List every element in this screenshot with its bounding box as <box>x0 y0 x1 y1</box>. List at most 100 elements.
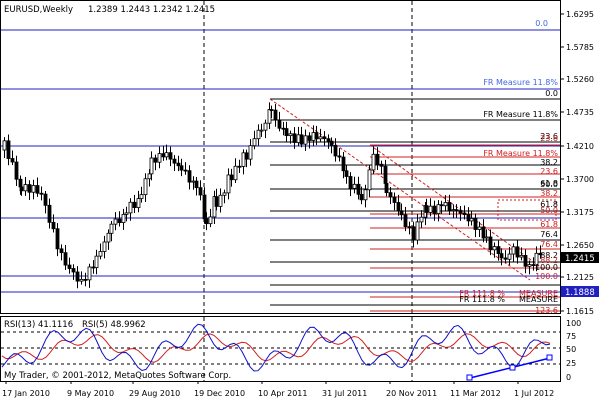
candle-body <box>106 232 111 243</box>
time-tick-label: 9 May 2010 <box>67 389 114 398</box>
candle-body <box>443 202 448 207</box>
copyright-label: My Trader, © 2001-2012, MetaQuotes Softw… <box>4 371 231 381</box>
candle-body <box>94 255 99 268</box>
candle-body <box>375 153 380 165</box>
candle-body <box>538 252 543 256</box>
candle-body <box>439 204 444 207</box>
candle-body <box>87 266 92 281</box>
candle-body <box>149 157 154 175</box>
time-tick-label: 1 Jul 2012 <box>514 389 554 398</box>
candle-body <box>403 214 408 228</box>
rsi-tick-label: 75 <box>566 332 576 341</box>
candle-body <box>284 128 289 137</box>
candle-body <box>256 129 261 140</box>
fib-level-label: FR Measure 11.8% <box>483 78 558 87</box>
candle-body <box>527 264 532 267</box>
candle-body <box>411 226 416 241</box>
candle-body <box>164 152 169 158</box>
price-tick-label: 1.4735 <box>566 108 594 117</box>
fib-level-label: 61.8 <box>540 220 558 229</box>
candle-body <box>176 162 181 167</box>
candle-body <box>436 204 441 214</box>
candle-body <box>172 158 177 164</box>
candle-body <box>384 183 389 194</box>
price-tick-label: 1.3175 <box>566 208 594 217</box>
candle-body <box>132 201 137 208</box>
candle-body <box>252 138 257 147</box>
rsi-tick-label: 50 <box>566 345 576 354</box>
level-price-marker: 1.1888 <box>561 286 599 298</box>
candle-body <box>296 134 301 143</box>
candle-body <box>367 169 372 191</box>
candle-body <box>511 246 516 255</box>
candle-body <box>136 198 141 208</box>
fib-level-label: 0.0 <box>545 89 558 98</box>
candle-body <box>415 221 420 241</box>
candle-body <box>356 183 361 195</box>
time-tick-label: 29 Aug 2010 <box>129 389 180 398</box>
candle-body <box>222 192 227 196</box>
candle-body <box>303 135 308 145</box>
time-tick-label: 11 Mar 2012 <box>450 389 501 398</box>
fib-level-label: 100.0 <box>535 263 558 272</box>
candle-body <box>419 216 424 223</box>
candle-body <box>194 180 199 189</box>
candle-body <box>67 264 72 269</box>
candle-body <box>91 266 96 269</box>
fib-level-label: 123.6 <box>535 306 558 315</box>
candle-body <box>484 236 489 239</box>
candle-body <box>337 155 342 158</box>
candle-body <box>23 184 28 192</box>
candle-body <box>341 156 346 172</box>
candle-body <box>363 189 368 201</box>
rsi-trendline[interactable] <box>466 354 553 381</box>
fib-level-label: FR Measure 11.8% <box>483 149 558 158</box>
rsi-tick-label: 0 <box>566 373 571 382</box>
candle-body <box>451 209 456 212</box>
candle-body <box>27 184 32 193</box>
candle-body <box>292 133 297 143</box>
candle-body <box>352 183 357 189</box>
candle-body <box>143 178 148 196</box>
time-tick-label: 10 Apr 2011 <box>258 389 307 398</box>
price-tick-label: 1.4210 <box>566 142 594 151</box>
candle-body <box>35 185 40 194</box>
candle-body <box>139 194 144 200</box>
fib-level-label: 38.2 <box>540 189 558 198</box>
rsi-pane[interactable] <box>0 316 561 382</box>
price-tick-label: 1.2650 <box>566 241 594 250</box>
candle-body <box>344 170 349 177</box>
candle-body <box>371 153 376 171</box>
measure-box[interactable] <box>497 199 557 221</box>
candle-body <box>523 255 528 267</box>
candle-body <box>473 217 478 230</box>
time-tick-label: 17 Jan 2010 <box>2 389 50 398</box>
candle-body <box>379 163 384 167</box>
price-tick-label: 1.6295 <box>566 10 594 19</box>
candle-body <box>229 174 234 181</box>
price-tick-label: 1.2125 <box>566 273 594 282</box>
candle-body <box>102 241 107 252</box>
candle-body <box>59 248 64 254</box>
fib-level-label: 50.0 <box>540 206 558 215</box>
fib-level-label: 38.2 <box>540 158 558 167</box>
candle-body <box>121 213 126 223</box>
time-tick-label: 20 Nov 2011 <box>386 389 437 398</box>
candle-body <box>496 246 501 254</box>
candle-body <box>492 246 497 251</box>
fib-level-label: 23.6 <box>540 134 558 143</box>
fib-level-label: 88.2 <box>540 256 558 265</box>
candle-body <box>214 196 219 207</box>
candle-body <box>329 140 334 146</box>
rsi-tick-label: 100 <box>566 319 581 328</box>
time-tick-label: 19 Dec 2010 <box>194 389 245 398</box>
price-tick-label: 1.3700 <box>566 175 594 184</box>
candle-body <box>2 140 7 151</box>
candle-body <box>128 201 133 214</box>
ohlc-label: 1.2389 1.2443 1.2342 1.2415 <box>88 5 215 15</box>
candle-body <box>307 135 312 141</box>
candle-body <box>183 169 188 172</box>
candle-body <box>98 251 103 257</box>
candle-body <box>63 252 68 266</box>
